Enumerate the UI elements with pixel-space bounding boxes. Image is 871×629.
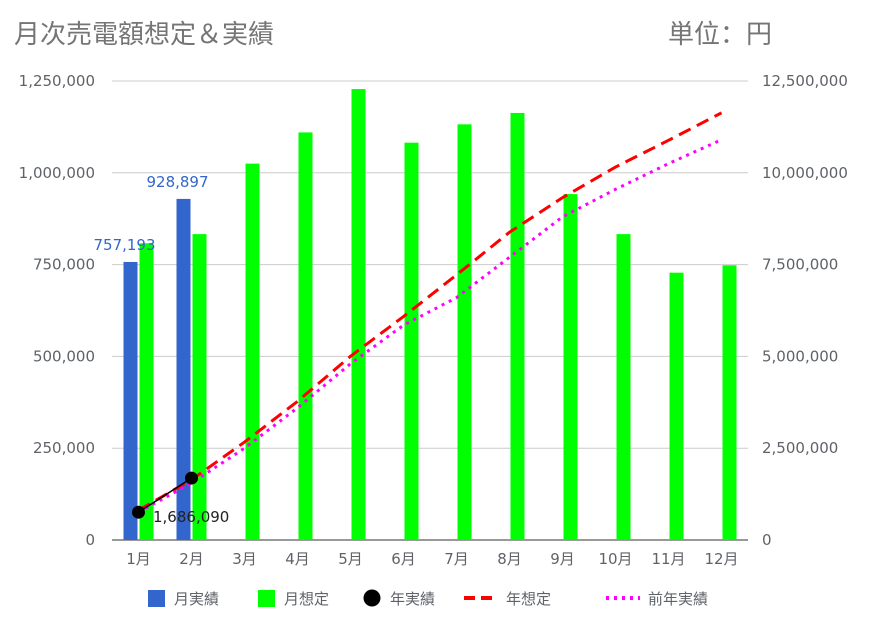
points [132,471,198,519]
x-tick-label: 5月 [338,550,363,568]
x-tick-label: 1月 [126,550,151,568]
data-point [185,471,198,485]
data-labels: 757,193 928,897 1,686,090 [93,173,229,526]
x-tick-label: 10月 [598,550,632,568]
bar [176,198,191,540]
unit-label: 単位：円 [668,20,773,50]
left-tick-label: 1,250,000 [19,72,95,90]
right-axis-ticks: 0 2,500,000 5,000,000 7,500,000 10,000,000 12… [762,72,848,549]
legend-label: 月実績 [174,590,219,608]
bar [123,261,138,540]
bar [298,132,313,540]
x-tick-label: 4月 [285,550,310,568]
x-tick-label: 6月 [391,550,416,568]
data-label: 1,686,090 [153,508,229,526]
bar [616,234,631,540]
left-tick-label: 0 [85,531,95,549]
legend-label: 年想定 [506,590,551,608]
data-label: 928,897 [146,173,208,191]
legend-swatch [258,590,275,607]
gridlines [112,80,748,541]
right-tick-label: 0 [762,531,772,549]
x-tick-label: 3月 [232,550,257,568]
series-line [137,138,723,514]
bar [563,194,578,540]
x-tick-label: 8月 [497,550,522,568]
left-tick-label: 750,000 [33,256,95,274]
bar [139,243,154,540]
left-tick-label: 250,000 [33,439,95,457]
x-tick-label: 9月 [550,550,575,568]
series-line [137,111,723,512]
bar [192,234,207,540]
legend-swatch [363,589,381,607]
legend-label: 月想定 [284,590,329,608]
right-tick-label: 5,000,000 [762,347,838,365]
series-line [138,477,192,513]
right-tick-label: 2,500,000 [762,439,838,457]
chart-title: 月次売電額想定＆実績 [14,20,275,50]
right-tick-label: 10,000,000 [762,164,848,182]
x-tick-label: 2月 [179,550,204,568]
bar [245,163,260,540]
legend-label: 年実績 [390,590,435,608]
left-tick-label: 500,000 [33,347,95,365]
bar [351,89,366,540]
left-axis-ticks: 0 250,000 500,000 750,000 1,000,000 1,250,000 [19,72,95,549]
lines [137,111,723,514]
bar [669,272,684,540]
legend: 月実績 月想定 年実績 年想定 前年実績 [148,589,708,608]
data-point [132,505,145,519]
bar [404,142,419,540]
x-tick-label: 7月 [444,550,469,568]
legend-label: 前年実績 [648,590,708,608]
right-tick-label: 12,500,000 [762,72,848,90]
data-label: 757,193 [93,236,155,254]
bar [722,265,737,540]
x-axis-ticks: 1月 2月 3月 4月 5月 6月 7月 8月 9月 10月 11月 12月 [126,550,738,568]
right-tick-label: 7,500,000 [762,256,838,274]
bar [510,112,525,540]
legend-swatch [148,590,165,607]
bar [457,124,472,541]
x-tick-label: 11月 [651,550,685,568]
left-tick-label: 1,000,000 [19,164,95,182]
bars [123,89,737,541]
x-tick-label: 12月 [704,550,738,568]
